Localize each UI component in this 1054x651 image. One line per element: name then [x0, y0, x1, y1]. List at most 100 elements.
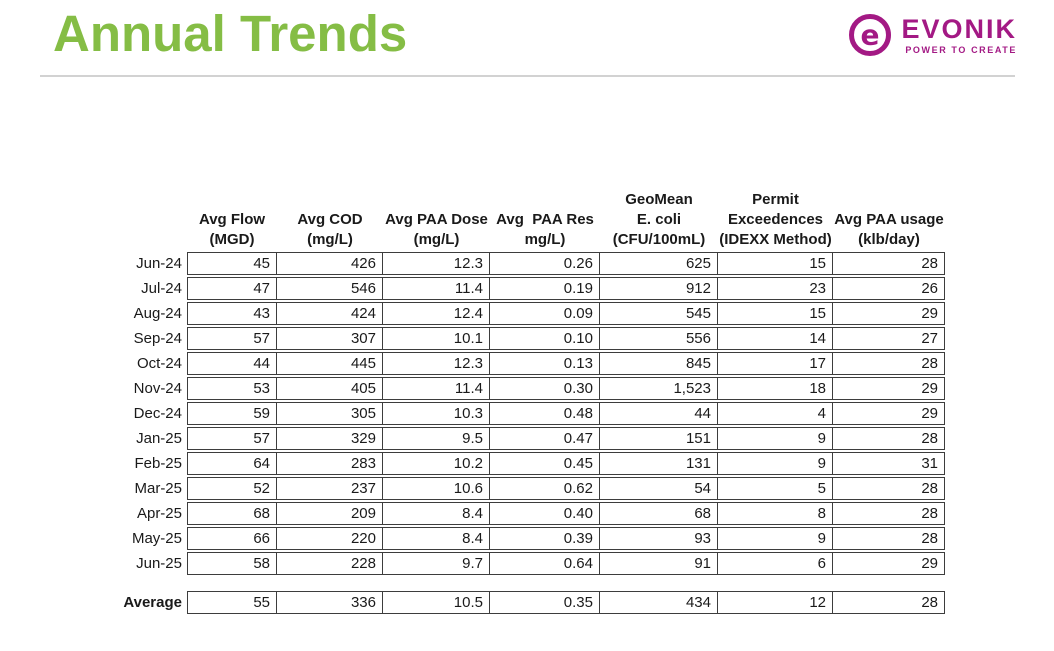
logo-text-block: EVONIK POWER TO CREATE [901, 15, 1017, 56]
table-cell: 15 [718, 302, 833, 325]
row-label: Sep-24 [133, 330, 182, 347]
table-cell: 8 [718, 502, 833, 525]
table-cell: 17 [718, 352, 833, 375]
column-header-0: Avg Flow (MGD) [198, 211, 266, 248]
table-cell: 10.5 [383, 591, 490, 614]
row-label: Apr-25 [136, 505, 182, 522]
table-cell: 91 [600, 552, 718, 575]
table-cell: 546 [277, 277, 383, 300]
title-divider-line [40, 75, 1015, 77]
table-cell: 283 [277, 452, 383, 475]
column-header-1: Avg COD (mg/L) [297, 211, 363, 248]
row-label: Mar-25 [134, 480, 182, 497]
table-cell: 10.1 [383, 327, 490, 350]
table-cell: 28 [833, 252, 945, 275]
table-cell: 66 [187, 527, 277, 550]
table-cell: 26 [833, 277, 945, 300]
table-cell: 625 [600, 252, 718, 275]
table-cell: 0.30 [490, 377, 600, 400]
table-cell: 59 [187, 402, 277, 425]
table-cell: 220 [277, 527, 383, 550]
table-row: Apr-25 68 209 8.4 0.40 68 8 28 [110, 502, 945, 525]
table-cell: 68 [187, 502, 277, 525]
logo-tagline-text: POWER TO CREATE [905, 44, 1017, 55]
annual-trends-table: Avg Flow (MGD) Avg COD (mg/L) Avg PAA Dose… [110, 188, 945, 616]
table-cell: 305 [277, 402, 383, 425]
table-row: Dec-24 59 305 10.3 0.48 44 4 29 [110, 402, 945, 425]
table-cell: 0.35 [490, 591, 600, 614]
table-cell: 11.4 [383, 277, 490, 300]
table-cell: 58 [187, 552, 277, 575]
table-cell: 209 [277, 502, 383, 525]
table-cell: 0.48 [490, 402, 600, 425]
table-cell: 64 [187, 452, 277, 475]
row-label: Oct-24 [136, 355, 182, 372]
evonik-logo: e EVONIK POWER TO CREATE [848, 13, 1017, 57]
row-label: Jan-25 [136, 430, 182, 447]
table-cell: 54 [600, 477, 718, 500]
table-cell: 31 [833, 452, 945, 475]
row-label: Nov-24 [133, 380, 182, 397]
table-cell: 237 [277, 477, 383, 500]
table-cell: 0.64 [490, 552, 600, 575]
table-cell: 93 [600, 527, 718, 550]
table-row: Jan-25 57 329 9.5 0.47 151 9 28 [110, 427, 945, 450]
row-label: May-25 [131, 530, 182, 547]
table-cell: 28 [833, 527, 945, 550]
table-cell: 845 [600, 352, 718, 375]
table-cell: 27 [833, 327, 945, 350]
table-cell: 43 [187, 302, 277, 325]
row-label: Aug-24 [133, 305, 182, 322]
table-header-row: Avg Flow (MGD) Avg COD (mg/L) Avg PAA Dose… [110, 190, 945, 250]
table-row: Jul-24 47 546 11.4 0.19 912 23 26 [110, 277, 945, 300]
table-cell: 336 [277, 591, 383, 614]
evonik-e-ring-icon: e [848, 13, 892, 57]
table-cell: 28 [833, 352, 945, 375]
column-header-6: Avg PAA usage (klb/day) [834, 211, 944, 248]
table-cell: 57 [187, 427, 277, 450]
header-spacer-cell [110, 190, 187, 250]
spacer-row [110, 577, 945, 589]
table-cell: 426 [277, 252, 383, 275]
table-cell: 0.45 [490, 452, 600, 475]
table-cell: 0.19 [490, 277, 600, 300]
table-cell: 10.6 [383, 477, 490, 500]
table-cell: 52 [187, 477, 277, 500]
table-cell: 912 [600, 277, 718, 300]
column-header-5: Permit Exceedences (IDEXX Method) [719, 191, 832, 248]
table-cell: 53 [187, 377, 277, 400]
table-row: Jun-24 45 426 12.3 0.26 625 15 28 [110, 252, 945, 275]
table-cell: 44 [600, 402, 718, 425]
table-cell: 8.4 [383, 502, 490, 525]
table-cell: 424 [277, 302, 383, 325]
table-cell: 55 [187, 591, 277, 614]
table-row: Feb-25 64 283 10.2 0.45 131 9 31 [110, 452, 945, 475]
summary-row-label: Average [123, 594, 182, 611]
row-label: Jul-24 [141, 280, 182, 297]
table-cell: 0.10 [490, 327, 600, 350]
column-header-2: Avg PAA Dose (mg/L) [385, 211, 488, 248]
table-cell: 0.13 [490, 352, 600, 375]
table-cell: 29 [833, 552, 945, 575]
table-cell: 10.2 [383, 452, 490, 475]
table-cell: 131 [600, 452, 718, 475]
table-cell: 29 [833, 302, 945, 325]
table-cell: 45 [187, 252, 277, 275]
table-cell: 23 [718, 277, 833, 300]
table-cell: 12.4 [383, 302, 490, 325]
table-cell: 12 [718, 591, 833, 614]
table-row: Aug-24 43 424 12.4 0.09 545 15 29 [110, 302, 945, 325]
table-cell: 12.3 [383, 252, 490, 275]
table-cell: 18 [718, 377, 833, 400]
table-cell: 434 [600, 591, 718, 614]
table-cell: 8.4 [383, 527, 490, 550]
table-cell: 44 [187, 352, 277, 375]
column-header-3: Avg PAA Res mg/L) [496, 211, 594, 248]
table-cell: 556 [600, 327, 718, 350]
table-cell: 28 [833, 502, 945, 525]
row-label: Feb-25 [134, 455, 182, 472]
table-cell: 0.09 [490, 302, 600, 325]
table-cell: 228 [277, 552, 383, 575]
table-cell: 6 [718, 552, 833, 575]
